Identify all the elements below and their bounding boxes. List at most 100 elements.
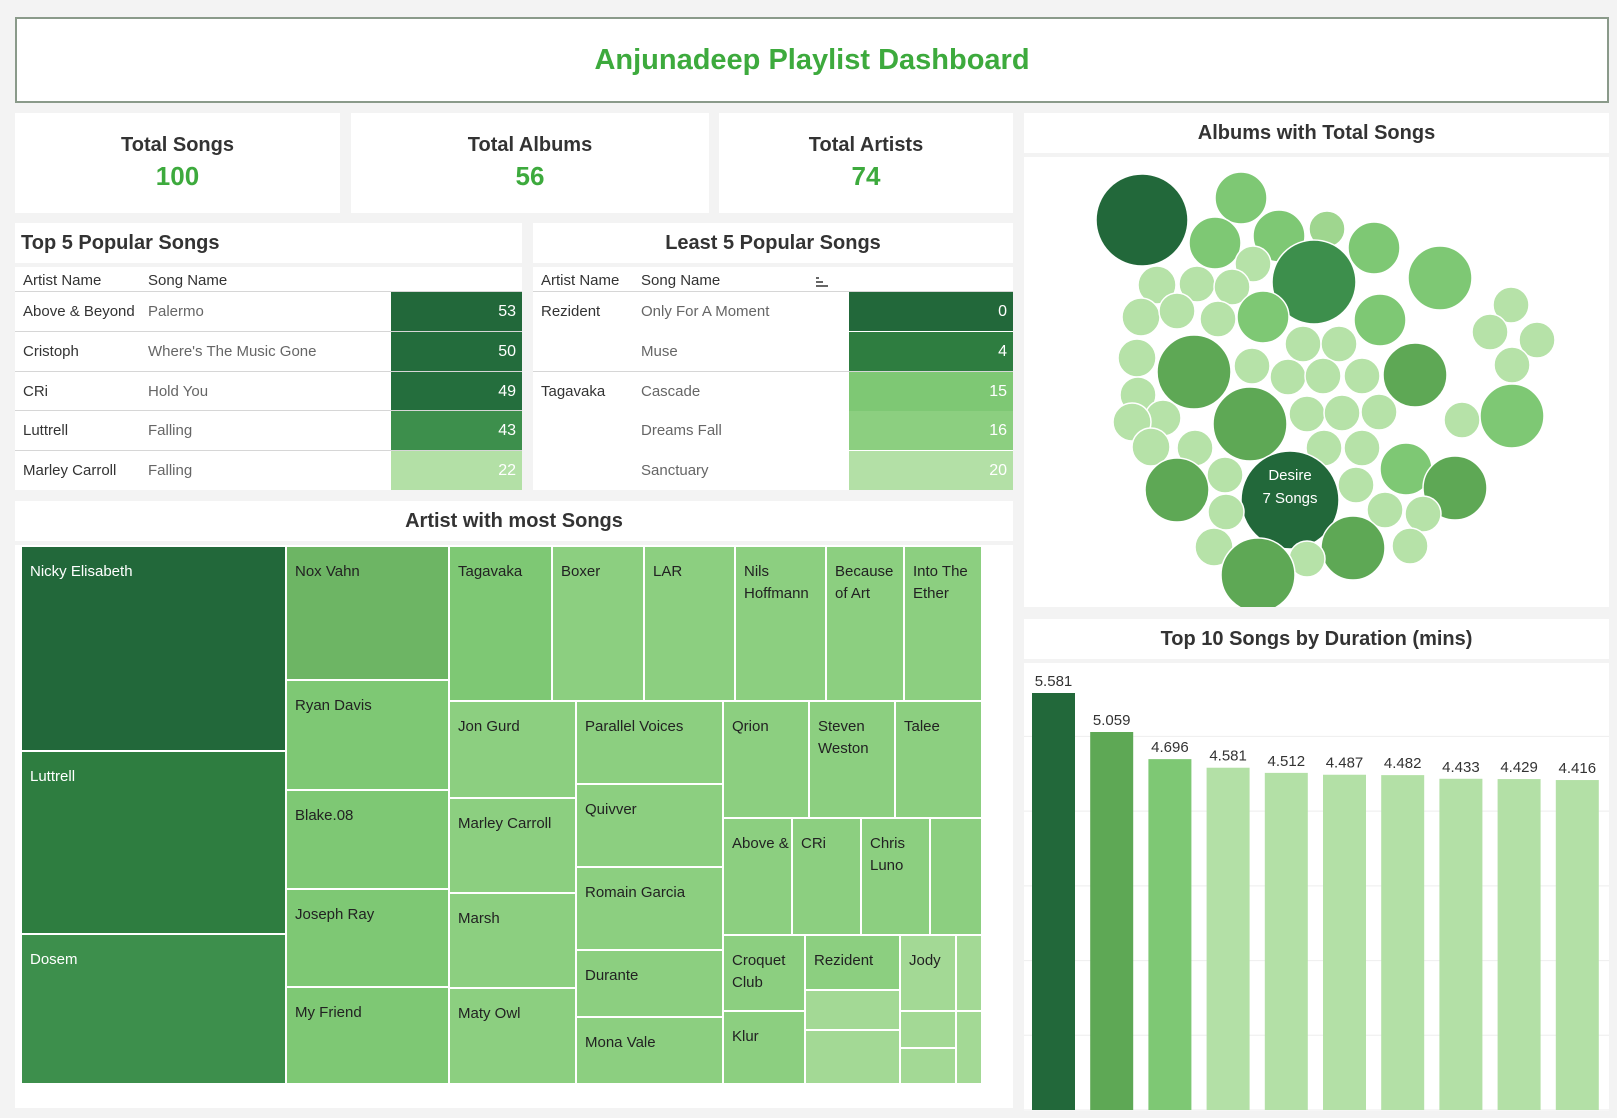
treemap-cell[interactable]: Parallel Voices — [576, 701, 723, 784]
album-bubble[interactable] — [1320, 515, 1386, 581]
duration-bar[interactable] — [1032, 693, 1075, 1110]
popularity-cell: 53 — [391, 292, 522, 331]
treemap-cell[interactable]: Above & — [723, 818, 792, 935]
album-bubble[interactable] — [1121, 297, 1161, 337]
album-bubble[interactable] — [1471, 313, 1509, 351]
treemap-cell[interactable]: Joseph Ray — [286, 889, 449, 987]
duration-bar[interactable] — [1439, 778, 1483, 1110]
album-bubble[interactable] — [1269, 358, 1307, 396]
album-bubble[interactable] — [1212, 386, 1288, 462]
treemap-cell[interactable]: Chris Luno — [861, 818, 930, 935]
album-bubble[interactable] — [1214, 171, 1268, 225]
duration-bar[interactable] — [1090, 732, 1134, 1110]
duration-bar[interactable] — [1497, 779, 1541, 1110]
duration-bar[interactable] — [1264, 772, 1308, 1110]
duration-bar[interactable] — [1206, 767, 1250, 1110]
album-bubble[interactable] — [1144, 457, 1210, 523]
duration-bar[interactable] — [1323, 774, 1366, 1110]
treemap-cell[interactable]: Marley Carroll — [449, 798, 576, 893]
album-bubble[interactable] — [1207, 493, 1245, 531]
album-bubble[interactable] — [1479, 383, 1545, 449]
album-bubble[interactable] — [1284, 325, 1322, 363]
album-bubble[interactable] — [1353, 293, 1407, 347]
treemap-cell[interactable]: Nils Hoffmann — [735, 546, 826, 701]
treemap-cell-unlabeled[interactable] — [956, 1011, 982, 1084]
album-bubble[interactable] — [1382, 342, 1448, 408]
treemap-cell[interactable]: Klur — [723, 1011, 805, 1084]
album-bubble[interactable] — [1304, 357, 1342, 395]
album-bubble[interactable] — [1422, 455, 1488, 521]
treemap-cell-unlabeled[interactable] — [805, 1030, 900, 1084]
sort-icon[interactable] — [815, 275, 829, 289]
album-bubble[interactable] — [1220, 537, 1296, 613]
album-bubble[interactable] — [1117, 338, 1157, 378]
treemap-cell[interactable]: Maty Owl — [449, 988, 576, 1084]
album-bubble[interactable] — [1188, 216, 1242, 270]
duration-bar[interactable] — [1148, 759, 1192, 1110]
treemap-cell[interactable]: LAR — [644, 546, 735, 701]
treemap-cell-unlabeled[interactable] — [930, 818, 982, 935]
treemap-cell[interactable]: My Friend — [286, 987, 449, 1084]
album-bubble[interactable] — [1360, 393, 1398, 431]
album-bubble[interactable] — [1343, 429, 1381, 467]
album-bubble[interactable] — [1320, 325, 1358, 363]
album-bubble[interactable] — [1493, 346, 1531, 384]
album-bubble[interactable] — [1366, 491, 1404, 529]
album-bubble[interactable] — [1492, 286, 1530, 324]
album-bubble[interactable] — [1343, 357, 1381, 395]
album-bubble[interactable] — [1137, 265, 1177, 305]
album-bubble[interactable] — [1213, 268, 1251, 306]
treemap-cell[interactable]: Steven Weston — [809, 701, 895, 818]
album-bubble[interactable] — [1391, 527, 1429, 565]
treemap-cell[interactable]: Romain Garcia — [576, 867, 723, 950]
album-bubble[interactable] — [1271, 239, 1357, 325]
album-bubble[interactable] — [1156, 334, 1232, 410]
treemap-cell[interactable]: Ryan Davis — [286, 680, 449, 790]
treemap-cell-unlabeled[interactable] — [900, 1048, 956, 1084]
album-bubble[interactable] — [1236, 290, 1290, 344]
treemap-cell[interactable]: Into The Ether — [904, 546, 982, 701]
treemap-cell[interactable]: Rezident — [805, 935, 900, 990]
treemap-cell[interactable]: Luttrell — [21, 751, 286, 934]
treemap-cell[interactable]: Boxer — [552, 546, 644, 701]
treemap-cell[interactable]: Because of Art — [826, 546, 904, 701]
treemap-cell-unlabeled[interactable] — [956, 935, 982, 1011]
least5-table: Artist Name Song Name Rezident Only For A… — [533, 267, 1013, 491]
treemap-cell[interactable]: Qrion — [723, 701, 809, 818]
treemap-cell[interactable]: Talee — [895, 701, 982, 818]
dashboard-title: Anjunadeep Playlist Dashboard — [594, 43, 1030, 76]
album-bubble[interactable] — [1199, 300, 1237, 338]
album-bubble[interactable] — [1240, 450, 1340, 550]
duration-bar[interactable] — [1381, 775, 1425, 1110]
album-bubble[interactable] — [1337, 466, 1375, 504]
treemap-cell-unlabeled[interactable] — [900, 1011, 956, 1048]
album-bubble[interactable] — [1443, 401, 1481, 439]
album-bubble[interactable] — [1347, 221, 1401, 275]
treemap-cell[interactable]: Nox Vahn — [286, 546, 449, 680]
album-bubble[interactable] — [1323, 394, 1361, 432]
treemap-cell[interactable]: Blake.08 — [286, 790, 449, 889]
album-bubble[interactable] — [1095, 173, 1189, 267]
duration-bar[interactable] — [1555, 780, 1599, 1110]
album-bubble[interactable] — [1131, 427, 1171, 467]
album-bubble[interactable] — [1404, 495, 1442, 533]
treemap-cell-unlabeled[interactable] — [805, 990, 900, 1030]
treemap-cell[interactable]: Jon Gurd — [449, 701, 576, 798]
treemap-cell[interactable]: Nicky Elisabeth — [21, 546, 286, 751]
treemap-cell[interactable]: Tagavaka — [449, 546, 552, 701]
album-bubble[interactable] — [1206, 456, 1244, 494]
treemap-cell[interactable]: Marsh — [449, 893, 576, 988]
album-bubble[interactable] — [1407, 245, 1473, 311]
treemap-cell[interactable]: Quivver — [576, 784, 723, 867]
col-header-song: Song Name — [641, 272, 721, 289]
treemap-cell[interactable]: CRi — [792, 818, 861, 935]
album-bubble[interactable] — [1518, 321, 1556, 359]
album-bubble[interactable] — [1158, 292, 1196, 330]
album-bubble[interactable] — [1233, 347, 1271, 385]
treemap-cell[interactable]: Dosem — [21, 934, 286, 1084]
treemap-cell[interactable]: Mona Vale — [576, 1017, 723, 1084]
treemap-cell[interactable]: Croquet Club — [723, 935, 805, 1011]
treemap-cell[interactable]: Durante — [576, 950, 723, 1017]
treemap-cell[interactable]: Jody — [900, 935, 956, 1011]
album-bubble[interactable] — [1288, 395, 1326, 433]
